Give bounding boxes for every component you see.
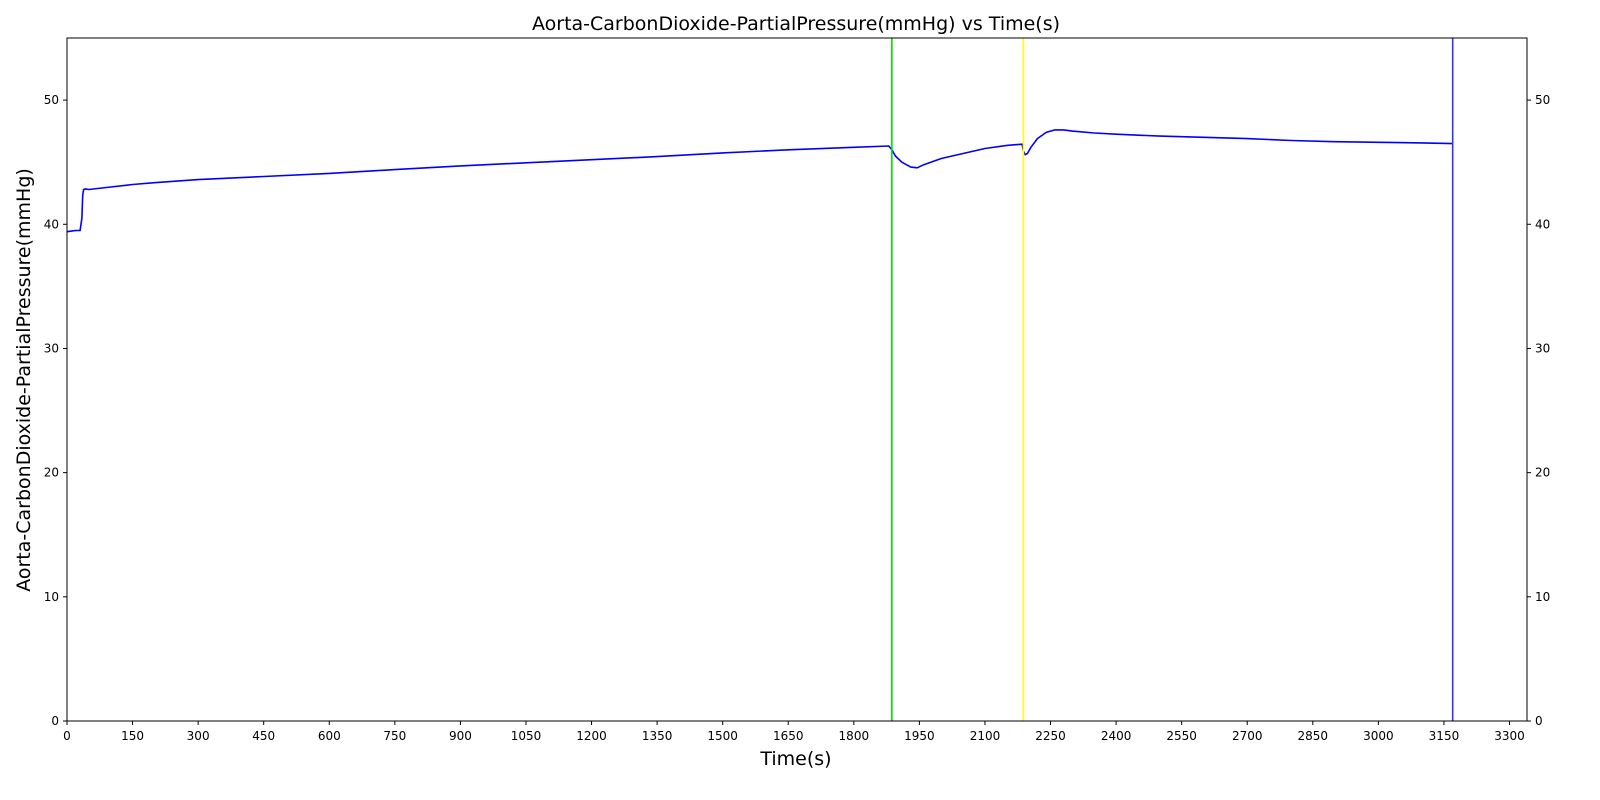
x-tick-label: 2700 [1232,729,1263,743]
x-tick-label: 2550 [1166,729,1197,743]
x-tick-label: 150 [121,729,144,743]
x-tick-label: 300 [187,729,210,743]
right-y-tick-label: 50 [1535,93,1550,107]
series-line-0 [66,129,1453,233]
plot-area [66,38,1454,721]
y-tick-label: 40 [44,217,59,231]
x-tick-label: 2850 [1298,729,1329,743]
y-tick-label: 50 [44,93,59,107]
right-y-tick-label: 40 [1535,217,1550,231]
y-axis-title: Aorta-CarbonDioxide-PartialPressure(mmHg… [13,168,35,592]
right-y-tick-label: 10 [1535,590,1550,604]
x-tick-label: 1350 [642,729,673,743]
x-tick-label: 1950 [904,729,935,743]
right-y-tick-label: 0 [1535,714,1543,728]
x-tick-label: 2250 [1035,729,1066,743]
x-tick-label: 750 [383,729,406,743]
x-tick-label: 2100 [970,729,1001,743]
x-tick-label: 1650 [773,729,804,743]
y-tick-label: 10 [44,590,59,604]
chart-title: Aorta-CarbonDioxide-PartialPressure(mmHg… [532,13,1060,35]
y-tick-label: 30 [44,341,59,355]
x-tick-label: 3000 [1363,729,1394,743]
x-tick-label: 0 [63,729,71,743]
x-tick-label: 2400 [1101,729,1132,743]
axes: 0 150 300 450 600 750 900 1050 1200 1350 1500 1650 1… [44,93,1551,743]
x-tick-label: 450 [252,729,275,743]
plot-frame [66,37,1528,722]
x-tick-label: 1200 [576,729,607,743]
x-tick-label: 1500 [707,729,738,743]
x-axis-title: Time(s) [759,748,831,770]
x-tick-label: 1800 [839,729,870,743]
right-y-tick-label: 20 [1535,466,1550,480]
x-tick-label: 600 [318,729,341,743]
x-tick-label: 3150 [1429,729,1460,743]
y-tick-label: 20 [44,466,59,480]
right-y-tick-label: 30 [1535,341,1550,355]
y-tick-label: 0 [51,714,59,728]
x-tick-label: 900 [449,729,472,743]
x-tick-label: 1050 [511,729,542,743]
x-tick-label: 3300 [1494,729,1525,743]
